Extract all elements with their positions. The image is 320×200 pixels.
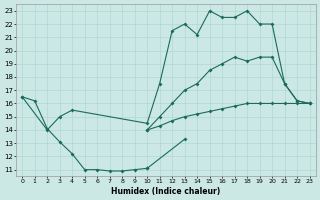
X-axis label: Humidex (Indice chaleur): Humidex (Indice chaleur) (111, 187, 220, 196)
